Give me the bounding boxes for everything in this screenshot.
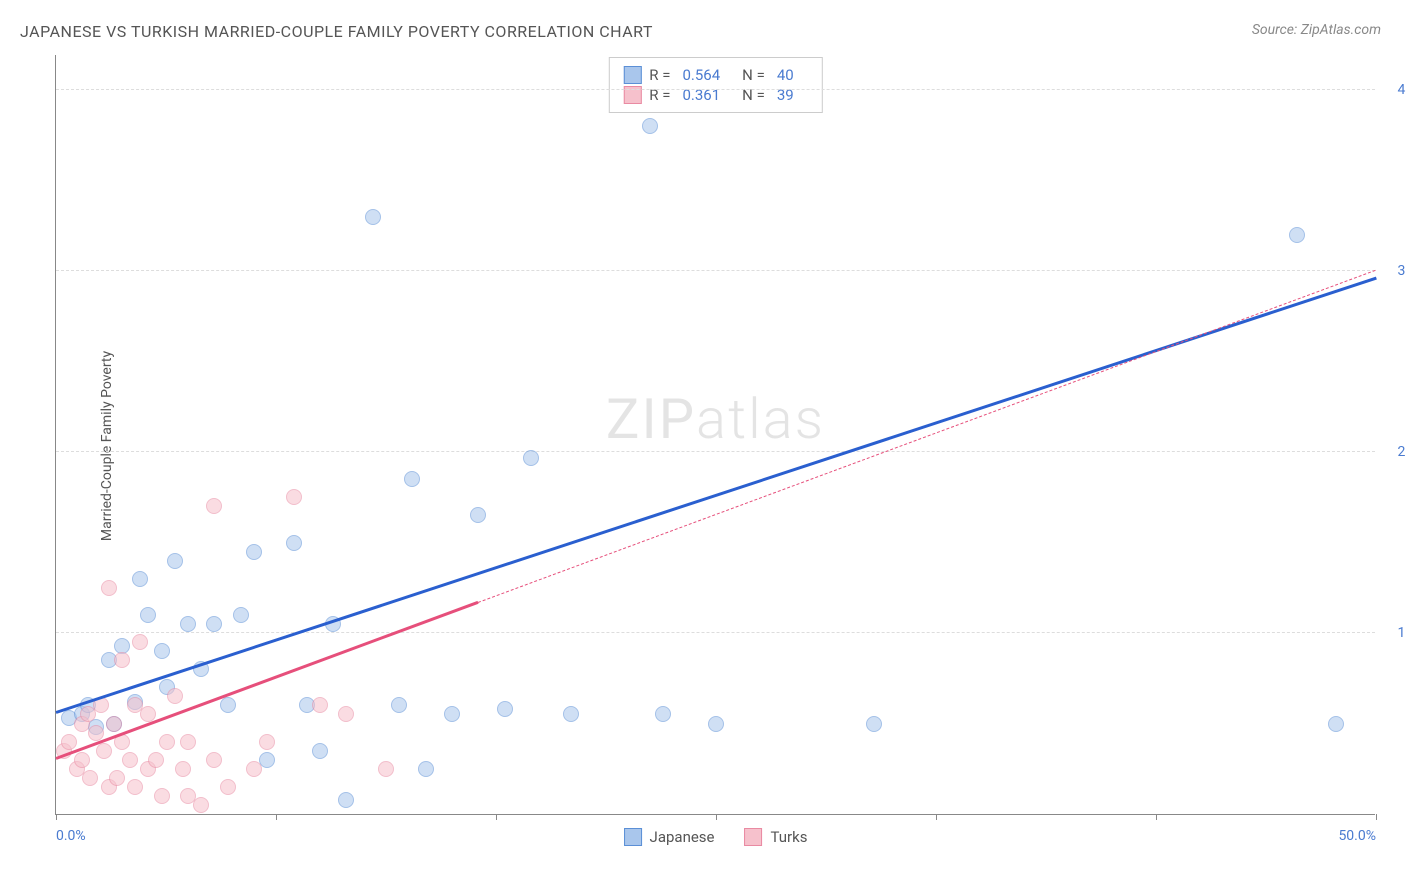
source-attribution: Source: ZipAtlas.com <box>1252 22 1381 38</box>
data-point <box>206 752 222 768</box>
gridline-h <box>56 89 1375 90</box>
data-point <box>655 706 671 722</box>
data-point <box>88 725 104 741</box>
data-point <box>642 118 658 134</box>
ytick-label: 20.0% <box>1397 444 1406 460</box>
data-point <box>206 498 222 514</box>
ytick-label: 30.0% <box>1397 263 1406 279</box>
data-point <box>378 761 394 777</box>
data-point <box>246 544 262 560</box>
data-point <box>127 779 143 795</box>
legend-label-turks: Turks <box>771 828 808 846</box>
data-point <box>365 209 381 225</box>
xtick <box>496 814 497 820</box>
series-legend: Japanese Turks <box>624 828 808 846</box>
source-label: Source: <box>1252 22 1297 38</box>
legend-item-turks: Turks <box>745 828 808 846</box>
legend-r-japanese: 0.564 <box>682 66 720 84</box>
xtick-label: 0.0% <box>56 828 86 844</box>
data-point <box>167 688 183 704</box>
data-point <box>523 450 539 466</box>
data-point <box>338 792 354 808</box>
legend-row-japanese: R = 0.564 N = 40 <box>623 66 807 84</box>
gridline-h <box>56 451 1375 452</box>
correlation-legend: R = 0.564 N = 40 R = 0.361 N = 39 <box>608 57 822 113</box>
data-point <box>563 706 579 722</box>
data-point <box>132 634 148 650</box>
legend-swatch-turks-bottom <box>745 828 763 846</box>
data-point <box>259 734 275 750</box>
data-point <box>338 706 354 722</box>
data-point <box>286 535 302 551</box>
trend-line <box>478 270 1376 603</box>
gridline-h <box>56 270 1375 271</box>
data-point <box>404 471 420 487</box>
watermark-atlas: atlas <box>696 386 825 452</box>
xtick-label: 50.0% <box>1338 828 1376 844</box>
data-point <box>497 701 513 717</box>
data-point <box>193 797 209 813</box>
data-point <box>154 643 170 659</box>
data-point <box>101 580 117 596</box>
data-point <box>175 761 191 777</box>
data-point <box>866 716 882 732</box>
xtick <box>1156 814 1157 820</box>
data-point <box>61 734 77 750</box>
data-point <box>96 743 112 759</box>
legend-n-japanese: 40 <box>777 66 794 84</box>
legend-item-japanese: Japanese <box>624 828 715 846</box>
data-point <box>233 607 249 623</box>
data-point <box>1289 227 1305 243</box>
data-point <box>470 507 486 523</box>
data-point <box>312 743 328 759</box>
xtick <box>716 814 717 820</box>
xtick <box>1376 814 1377 820</box>
legend-label-japanese: Japanese <box>650 828 715 846</box>
data-point <box>220 697 236 713</box>
ytick-label: 40.0% <box>1397 82 1406 98</box>
xtick <box>936 814 937 820</box>
data-point <box>109 770 125 786</box>
data-point <box>180 734 196 750</box>
gridline-h <box>56 632 1375 633</box>
legend-swatch-japanese <box>623 66 641 84</box>
data-point <box>132 571 148 587</box>
data-point <box>148 752 164 768</box>
source-name: ZipAtlas.com <box>1301 22 1381 38</box>
chart-title: JAPANESE VS TURKISH MARRIED-COUPLE FAMIL… <box>20 22 653 41</box>
watermark: ZIPatlas <box>606 386 825 452</box>
data-point <box>312 697 328 713</box>
data-point <box>1328 716 1344 732</box>
data-point <box>444 706 460 722</box>
data-point <box>74 752 90 768</box>
data-point <box>140 607 156 623</box>
data-point <box>114 652 130 668</box>
data-point <box>180 616 196 632</box>
data-point <box>418 761 434 777</box>
plot-area: ZIPatlas R = 0.564 N = 40 R = 0.361 N = … <box>55 55 1375 815</box>
ytick-label: 10.0% <box>1397 625 1406 641</box>
legend-r-label: R = <box>649 66 670 84</box>
data-point <box>220 779 236 795</box>
xtick <box>56 814 57 820</box>
data-point <box>246 761 262 777</box>
data-point <box>106 716 122 732</box>
legend-n-label: N = <box>742 66 765 84</box>
data-point <box>167 553 183 569</box>
data-point <box>154 788 170 804</box>
legend-swatch-japanese-bottom <box>624 828 642 846</box>
data-point <box>122 752 138 768</box>
data-point <box>206 616 222 632</box>
data-point <box>159 734 175 750</box>
watermark-zip: ZIP <box>606 386 696 452</box>
xtick <box>276 814 277 820</box>
data-point <box>286 489 302 505</box>
data-point <box>708 716 724 732</box>
data-point <box>82 770 98 786</box>
chart-container: JAPANESE VS TURKISH MARRIED-COUPLE FAMIL… <box>0 0 1406 892</box>
data-point <box>391 697 407 713</box>
